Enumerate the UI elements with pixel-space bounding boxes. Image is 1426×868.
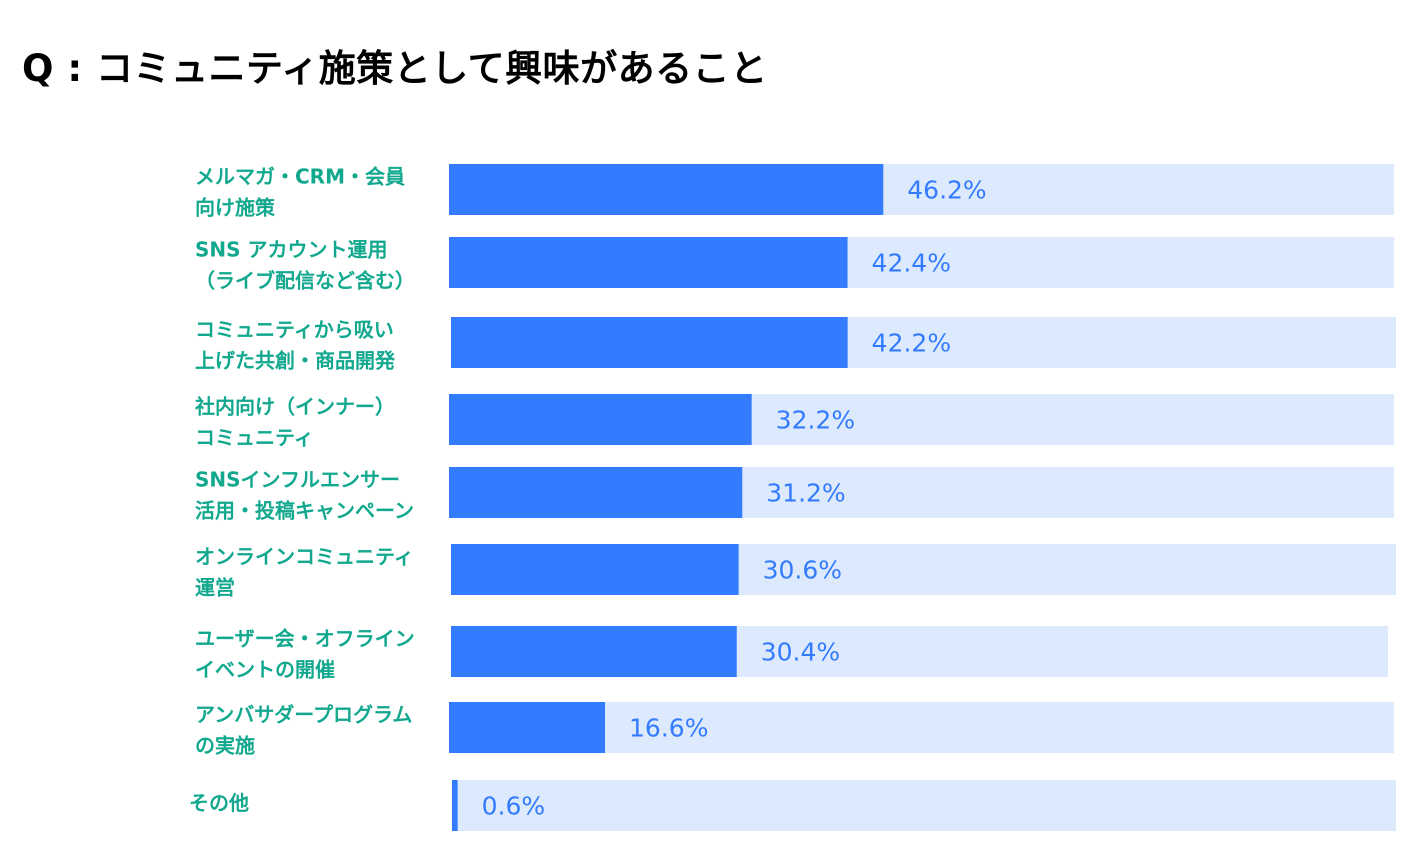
category-label-7-line-2: イベントの開催 (195, 658, 335, 682)
bar-9 (452, 780, 458, 831)
category-label-7-line-1: ユーザー会・オフライン (195, 627, 415, 651)
category-label-2-line-2: （ライブ配信など含む） (195, 269, 415, 293)
bar-2 (449, 237, 848, 288)
category-label-4-line-2: コミュニティ (195, 426, 314, 450)
bar-7 (451, 626, 737, 677)
category-label-6-line-2: 運営 (195, 576, 235, 600)
value-label-7: 30.4% (761, 638, 840, 667)
bar-4 (449, 394, 752, 445)
category-label-3-line-2: 上げた共創・商品開発 (195, 349, 396, 373)
bar-6 (451, 544, 739, 595)
value-label-4: 32.2% (776, 406, 855, 435)
category-label-8-line-2: の実施 (195, 734, 255, 758)
value-label-5: 31.2% (766, 479, 845, 508)
value-label-1: 46.2% (907, 176, 986, 205)
bar-8 (449, 702, 606, 753)
value-label-8: 16.6% (629, 714, 708, 743)
bar-1 (449, 164, 884, 215)
value-label-6: 30.6% (763, 556, 842, 585)
value-label-9: 0.6% (482, 792, 546, 821)
category-label-8-line-1: アンバサダープログラム (195, 703, 412, 727)
category-label-2-line-1: SNS アカウント運用 (195, 238, 388, 262)
bar-5 (449, 467, 743, 518)
category-label-5-line-2: 活用・投稿キャンペーン (195, 499, 414, 523)
category-label-3-line-1: コミュニティから吸い (195, 318, 394, 342)
chart-title: Q : コミュニティ施策として興味があること (22, 47, 768, 90)
category-label-9: その他 (189, 791, 249, 815)
category-label-1-line-2: 向け施策 (195, 196, 276, 220)
category-label-6-line-1: オンラインコミュニティ (195, 545, 414, 569)
bar-3 (451, 317, 848, 368)
bar-track-9 (452, 780, 1396, 831)
category-label-5-line-1: SNSインフルエンサー (195, 468, 400, 492)
category-label-4-line-1: 社内向け（インナー） (194, 395, 395, 419)
value-label-3: 42.2% (872, 329, 951, 358)
bar-track-8 (449, 702, 1394, 753)
category-label-1-line-1: メルマガ・CRM・会員 (195, 165, 405, 189)
value-label-2: 42.4% (872, 249, 951, 278)
